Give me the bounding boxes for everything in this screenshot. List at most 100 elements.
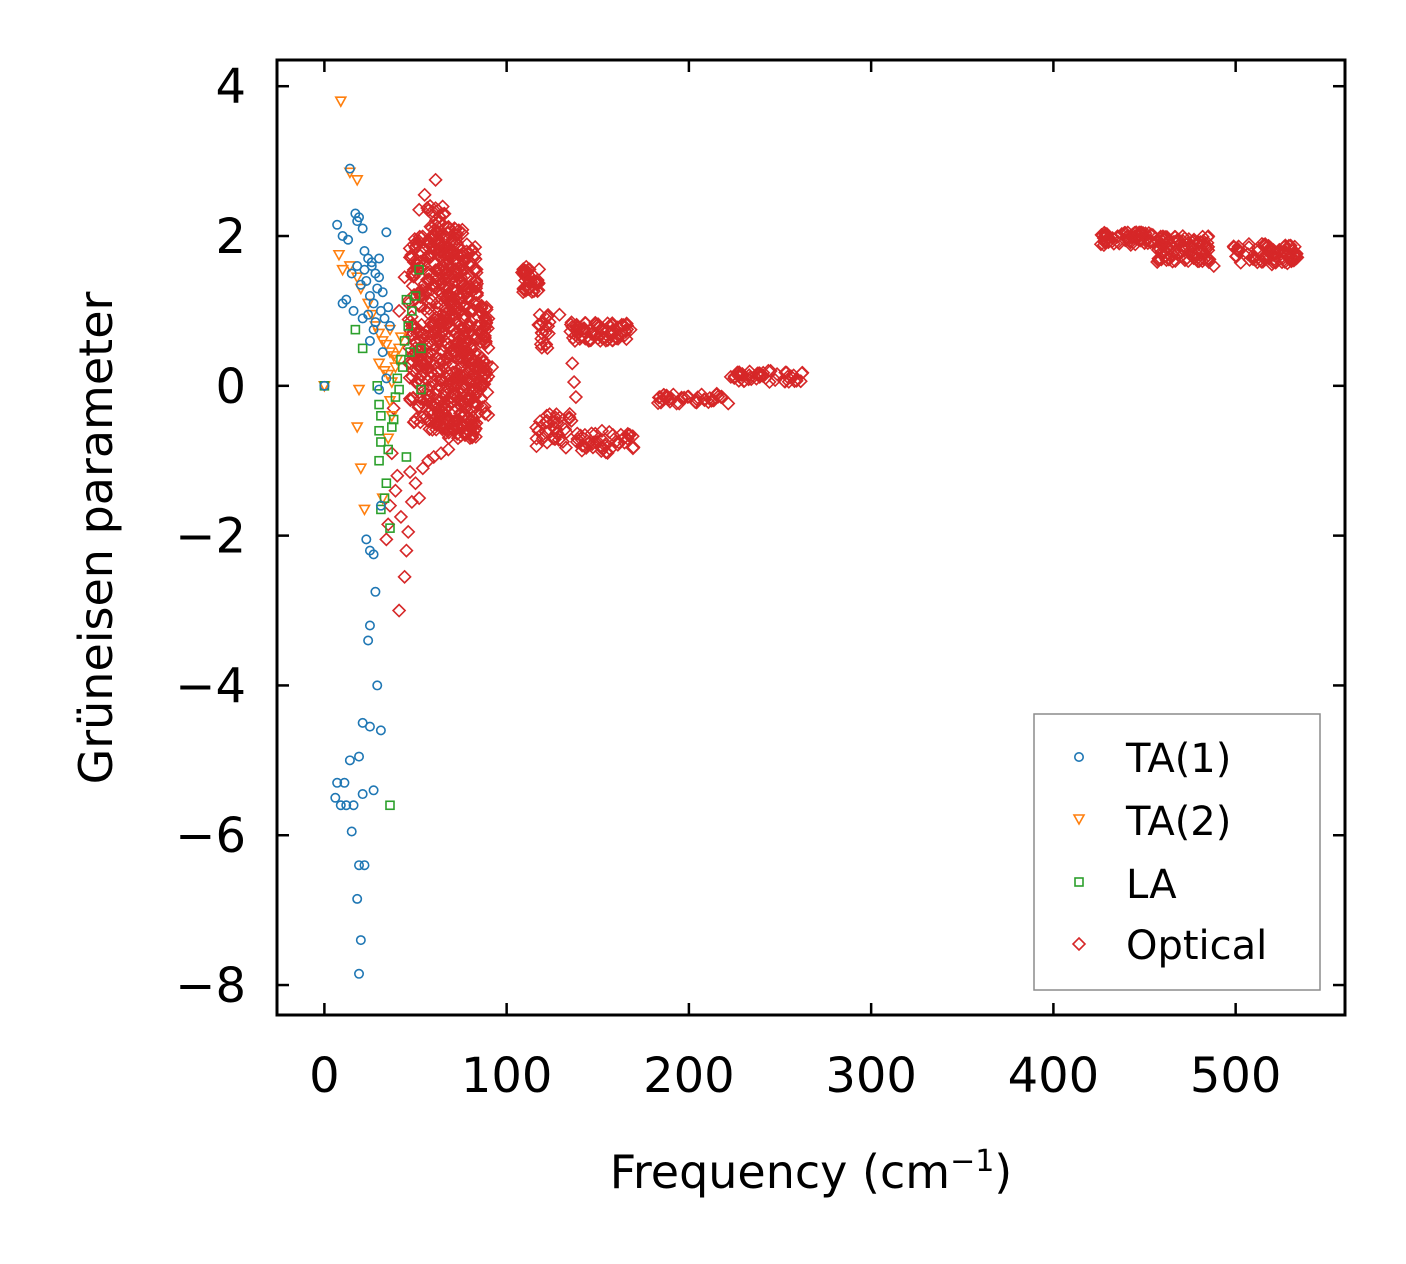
point-optical [704,393,719,408]
point-optical [441,350,456,366]
point-optical [531,283,546,298]
point-ta-2 [381,369,395,382]
point-optical [566,374,582,390]
point-optical [534,340,549,355]
y-tick-label: −8 [175,958,246,1014]
point-optical [456,278,471,294]
point-optical [468,278,484,294]
point-optical [461,336,476,352]
point-optical [446,382,461,397]
point-optical [602,424,617,440]
point-ta-1 [357,223,368,234]
point-optical [1279,248,1295,263]
legend-markers [1071,751,1087,952]
point-optical [1280,256,1295,271]
point-optical [477,361,492,377]
point-optical [762,374,777,390]
point-optical [422,241,437,256]
point-optical [469,285,485,301]
point-la [376,504,386,515]
point-optical [467,423,482,439]
point-optical [1199,249,1214,265]
point-ta-1 [348,305,359,316]
point-optical [569,317,584,332]
point-optical [688,394,703,410]
point-optical [474,300,489,316]
point-optical [397,569,412,584]
point-optical [651,390,667,405]
point-optical [422,266,438,282]
point-optical [420,248,435,263]
point-ta-1 [346,268,357,279]
point-ta-2 [350,272,364,284]
point-ta-1 [364,721,375,732]
point-optical [424,293,439,308]
point-optical [466,384,481,399]
y-tick-label: −4 [175,658,246,714]
point-optical [562,406,577,422]
point-optical [423,346,438,361]
point-optical [449,414,465,430]
point-optical [547,414,562,430]
point-ta-1 [370,586,381,597]
point-optical [484,359,500,375]
point-la [385,523,395,533]
point-optical [565,356,580,371]
point-optical [713,389,729,405]
point-optical [1175,228,1190,244]
point-la [383,444,393,455]
point-optical [443,318,458,333]
point-optical [457,268,472,283]
point-la [376,410,386,421]
point-optical [573,431,588,446]
point-optical [1247,249,1262,265]
point-optical [768,372,783,388]
point-ta-1 [359,860,370,871]
point-optical [1231,244,1246,259]
x-tick-label: 0 [309,1048,340,1104]
point-optical [442,368,457,383]
point-optical [1098,226,1113,242]
point-ta-1 [364,620,375,631]
point-optical [441,219,456,235]
point-optical [1282,251,1297,266]
point-optical [415,328,430,343]
point-optical [477,399,492,414]
point-optical [623,322,638,337]
point-ta-1 [354,968,365,979]
point-optical [529,431,544,446]
point-ta-1 [332,777,343,788]
point-optical [438,230,453,245]
y-tick-label: 0 [215,359,246,415]
point-ta-1 [368,549,379,560]
point-optical [390,468,405,483]
point-la [416,384,426,395]
point-optical [1258,251,1273,267]
point-optical [423,248,439,263]
y-tick-label: 4 [215,59,246,115]
point-optical [456,289,471,304]
point-ta-1 [332,219,343,230]
point-optical [406,262,421,278]
point-optical [439,312,454,328]
point-optical [425,358,441,373]
point-optical [408,345,423,360]
legend-label-optical: Optical [1126,923,1267,969]
point-optical [476,328,491,343]
point-optical [427,341,442,357]
point-optical [721,396,736,411]
point-la [357,343,368,354]
point-la [374,455,384,466]
point-optical [1268,255,1283,270]
point-optical [428,172,443,187]
point-ta-1 [372,680,383,691]
point-optical [432,372,447,388]
point-optical [1188,245,1204,261]
point-optical [399,543,414,558]
point-ta-1 [364,335,375,346]
point-optical [516,281,531,296]
x-axis-ticks: 0 100 200 300 400 500 [309,60,1281,1104]
point-la [388,414,399,425]
point-optical [465,409,480,425]
